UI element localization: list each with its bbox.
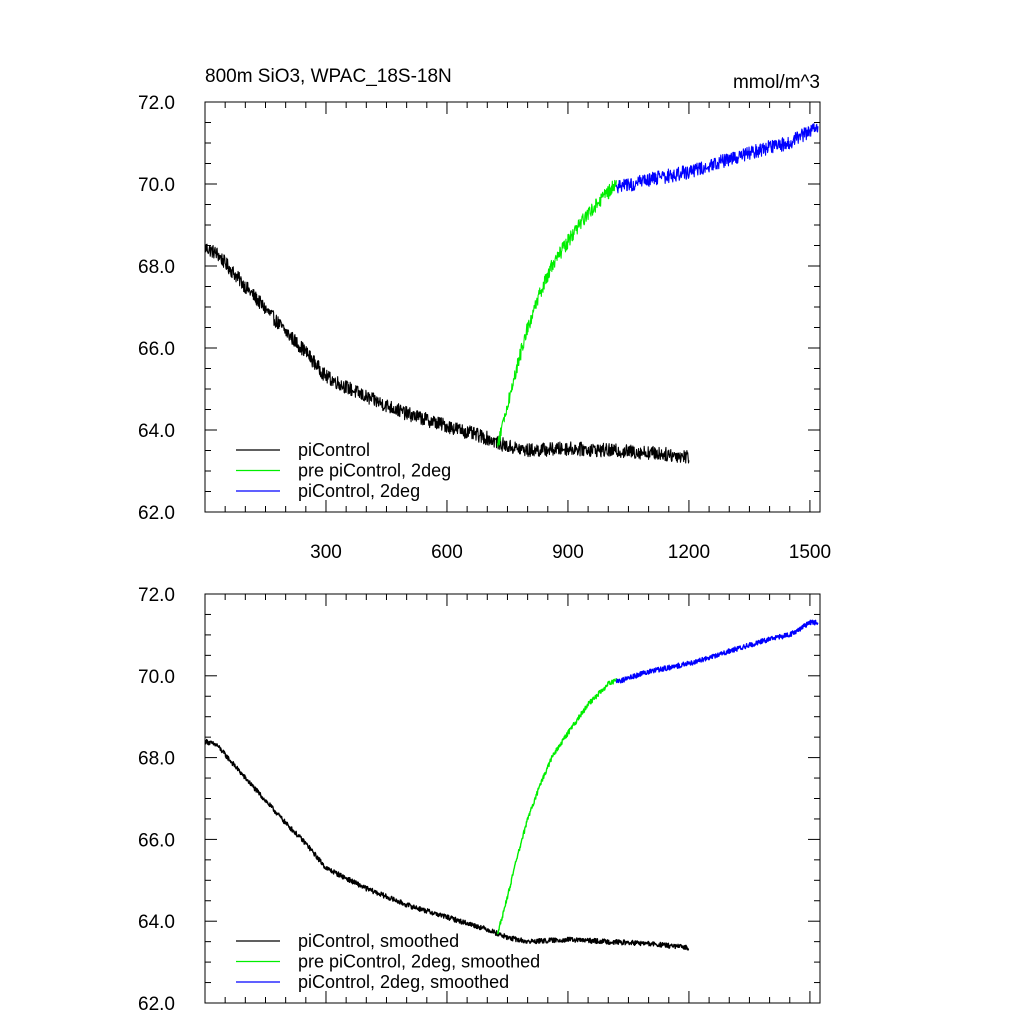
y-tick-label: 62.0 (138, 503, 175, 524)
series-line-1 (204, 738, 690, 951)
series-line-2 (496, 677, 618, 935)
legend-label: piControl, smoothed (298, 931, 459, 951)
chart-title: 800m SiO3, WPAC_18S-18N (205, 66, 452, 87)
units-label: mmol/m^3 (733, 72, 820, 93)
series-line-3 (615, 123, 819, 194)
legend-label: pre piControl, 2deg, smoothed (298, 952, 540, 972)
y-tick-label: 66.0 (138, 830, 175, 851)
y-tick-label: 70.0 (138, 667, 175, 688)
legend-label: piControl, 2deg, smoothed (298, 972, 509, 992)
x-tick-label: 1200 (668, 542, 710, 563)
y-tick-label: 72.0 (138, 93, 175, 114)
y-tick-label: 70.0 (138, 175, 175, 196)
legend-label: pre piControl, 2deg (298, 461, 451, 481)
x-tick-label: 1500 (789, 542, 831, 563)
x-tick-label: 900 (552, 542, 584, 563)
chart-panel-1: 62.0 64.0 66.0 68.0 70.0 72.0 300 600 900 1200 150… (138, 66, 831, 563)
legend-label: piControl (298, 440, 370, 460)
y-tick-label: 66.0 (138, 339, 175, 360)
x-tick-label: 600 (431, 542, 463, 563)
y-tick-label: 64.0 (138, 912, 175, 933)
x-tick-label: 300 (310, 542, 342, 563)
y-tick-label: 68.0 (138, 749, 175, 770)
y-tick-label: 62.0 (138, 994, 175, 1015)
legend-label: piControl, 2deg (298, 481, 420, 501)
chart-panel-2: 62.0 64.0 66.0 68.0 70.0 72.0 piControl, smoot… (138, 585, 821, 1015)
y-tick-label: 72.0 (138, 585, 175, 606)
series-line-1 (204, 243, 690, 464)
series-line-2 (496, 179, 617, 447)
y-tick-label: 64.0 (138, 421, 175, 442)
y-tick-label: 68.0 (138, 257, 175, 278)
series-line-3 (615, 619, 819, 684)
